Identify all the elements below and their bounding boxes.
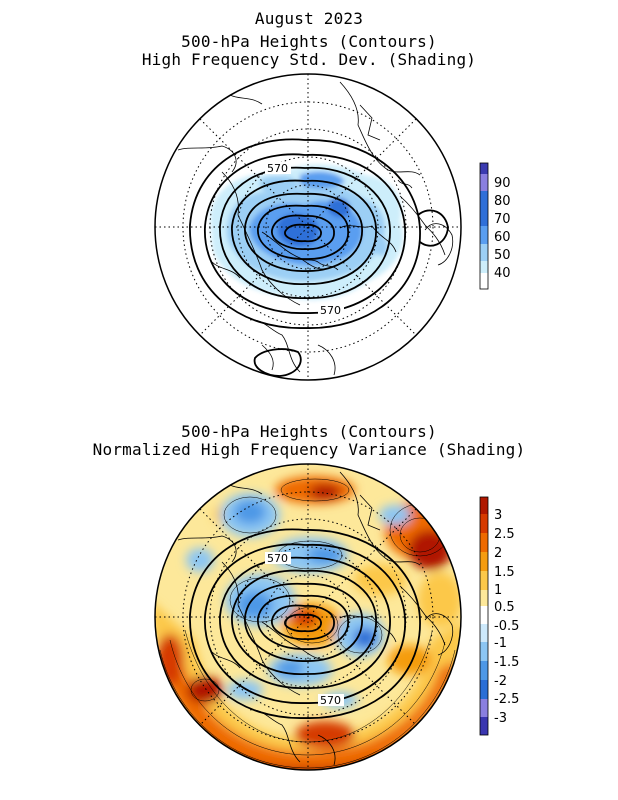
top-latitude-grid — [155, 74, 461, 380]
bottom-colorbar-label-neg-3: -3 — [494, 711, 507, 726]
bottom-colorbar-label-0.5: 0.5 — [494, 600, 515, 615]
top-map-border — [154, 73, 462, 381]
top-colorbar-label-70: 70 — [494, 212, 511, 227]
bottom-colorbar-label-2.5: 2.5 — [494, 527, 515, 542]
bottom-colorbar-label-2: 2 — [494, 546, 502, 561]
bottom-colorbar-label-neg-0.5: -0.5 — [494, 619, 519, 634]
top-title-shading: High Frequency Std. Dev. (Shading) — [141, 50, 477, 69]
top-colorbar: 90 80 70 60 50 40 — [479, 162, 511, 290]
top-contour-label-570-b: 570 — [320, 304, 341, 317]
bottom-colorbar-label-3: 3 — [494, 508, 502, 523]
bottom-contour-label-570-b: 570 — [320, 694, 341, 707]
top-colorbar-label-90: 90 — [494, 176, 511, 191]
bottom-colorbar-label-1: 1 — [494, 583, 502, 598]
bottom-title-contours: 500-hPa Heights (Contours) — [181, 422, 437, 441]
bottom-coastlines — [177, 471, 454, 766]
top-contour-label-group: 570 570 — [265, 162, 344, 317]
top-colorbar-label-60: 60 — [494, 230, 511, 245]
bottom-map-border — [154, 463, 462, 771]
bottom-polar-map: 570 570 — [154, 463, 462, 771]
top-colorbar-label-50: 50 — [494, 248, 511, 263]
top-title-date: August 2023 — [254, 9, 364, 28]
bottom-colorbar-label-neg-2.5: -2.5 — [494, 692, 519, 707]
bottom-colorbar-label-neg-1: -1 — [494, 636, 507, 651]
bottom-title-shading: Normalized High Frequency Variance (Shad… — [92, 440, 526, 459]
top-height-contours — [189, 138, 449, 377]
top-colorbar-label-40: 40 — [494, 266, 511, 281]
bottom-colorbar: 3 2.5 2 1.5 1 0.5 -0.5 -1 -1.5 -2 -2.5 -… — [479, 496, 519, 736]
bottom-colorbar-label-1.5: 1.5 — [494, 565, 515, 580]
bottom-colorbar-label-neg-1.5: -1.5 — [494, 655, 519, 670]
bottom-contour-label-group: 570 570 — [265, 552, 344, 707]
top-colorbar-label-80: 80 — [494, 194, 511, 209]
top-polar-map: 570 570 — [154, 73, 462, 381]
bottom-height-contours — [189, 528, 421, 719]
top-title-contours: 500-hPa Heights (Contours) — [181, 32, 437, 51]
top-contour-label-570-a: 570 — [267, 162, 288, 175]
bottom-latitude-grid — [155, 464, 461, 770]
bottom-contour-label-570-a: 570 — [267, 552, 288, 565]
bottom-colorbar-label-neg-2: -2 — [494, 674, 507, 689]
